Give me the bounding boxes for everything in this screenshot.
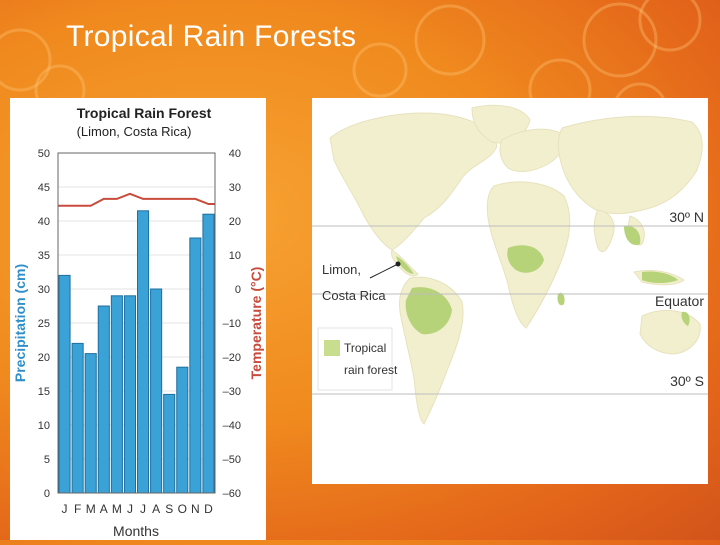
chart-title: Tropical Rain Forest [77,105,212,121]
y2-tick-label: –30 [223,386,241,398]
slide-title: Tropical Rain Forests [66,20,357,53]
y-tick-label: 45 [38,182,50,194]
indonesia-rainforest [642,271,678,283]
x-tick-label: A [100,502,108,516]
congo-rainforest [507,245,544,273]
world-map: 30º N Equator 30º S Limon, Costa Rica Tr… [312,104,708,425]
y2-tick-label: –20 [223,352,241,364]
precipitation-bar [58,274,71,494]
x-axis-label: Months [113,523,159,539]
equator-label: Equator [655,293,704,309]
world-map-panel: 30º N Equator 30º S Limon, Costa Rica Tr… [312,98,708,484]
legend-label-line2: rain forest [344,363,398,377]
y2-axis-label: Temperature (°C) [248,267,264,380]
y2-tick-label: 10 [229,250,241,262]
temperature-axis-ticks: 40 30 20 10 0 –10 –20 –30 –40 –50 –60 [223,148,241,500]
europe-landmass [499,128,565,172]
northeast-australia-rainforest [681,311,690,326]
precipitation-bar [150,288,163,494]
y2-tick-label: 0 [235,284,241,296]
y-tick-label: 35 [38,250,50,262]
precipitation-bar [176,366,189,494]
precipitation-bars [58,210,215,494]
australia-landmass [639,310,701,355]
x-tick-label: O [178,502,187,516]
y-tick-label: 10 [38,420,50,432]
precipitation-bar [97,305,110,494]
x-tick-label: F [74,502,81,516]
precipitation-bar [84,353,97,494]
rainforest-regions [396,225,690,335]
north-america-landmass [329,112,498,251]
climate-chart-panel: Tropical Rain Forest (Limon, Costa Rica)… [10,98,266,540]
legend-label-line1: Tropical [344,341,386,355]
y-tick-label: 40 [38,216,50,228]
y-tick-label: 15 [38,386,50,398]
y-tick-label: 0 [44,488,50,500]
y2-tick-label: –40 [223,420,241,432]
x-tick-label: A [152,502,160,516]
limon-label-line1: Limon, [322,262,361,277]
y-tick-label: 30 [38,284,50,296]
latitude-30n-label: 30º N [669,209,704,225]
y2-tick-label: 20 [229,216,241,228]
x-tick-label: M [112,502,122,516]
precipitation-bar [110,295,123,494]
precipitation-bar [202,213,215,494]
y-tick-label: 50 [38,148,50,160]
x-tick-label: J [127,502,133,516]
limon-label-line2: Costa Rica [322,288,386,303]
y2-tick-label: –10 [223,318,241,330]
y-axis-label: Precipitation (cm) [12,264,28,382]
precipitation-bar [123,295,136,494]
y-tick-label: 5 [44,454,50,466]
plot-frame [57,152,216,494]
precipitation-bar [137,210,150,494]
latitude-30s-label: 30º S [670,373,704,389]
y2-tick-label: 30 [229,182,241,194]
madagascar-rainforest [557,292,565,306]
chart-subtitle: (Limon, Costa Rica) [77,124,192,139]
x-tick-label: J [62,502,68,516]
y-tick-label: 25 [38,318,50,330]
amazon-rainforest [405,287,452,335]
x-tick-label: M [86,502,96,516]
x-tick-label: J [140,502,146,516]
y2-tick-label: –60 [223,488,241,500]
limon-pointer-line [369,263,399,279]
x-tick-label: S [165,502,173,516]
x-tick-label: N [191,502,200,516]
precipitation-bar [163,393,176,494]
temperature-line [58,192,215,207]
x-tick-label: D [204,502,213,516]
asia-landmass [557,115,703,215]
climate-chart: Tropical Rain Forest (Limon, Costa Rica)… [12,105,264,539]
india-landmass [593,209,615,253]
y-tick-label: 20 [38,352,50,364]
y2-tick-label: –50 [223,454,241,466]
y2-tick-label: 40 [229,148,241,160]
precipitation-bar [71,342,84,494]
legend-box [317,327,393,391]
precipitation-bar [189,237,202,494]
central-america-rainforest [396,256,414,274]
southeast-asia-rainforest [624,225,641,246]
legend-rainforest-swatch [324,340,340,356]
